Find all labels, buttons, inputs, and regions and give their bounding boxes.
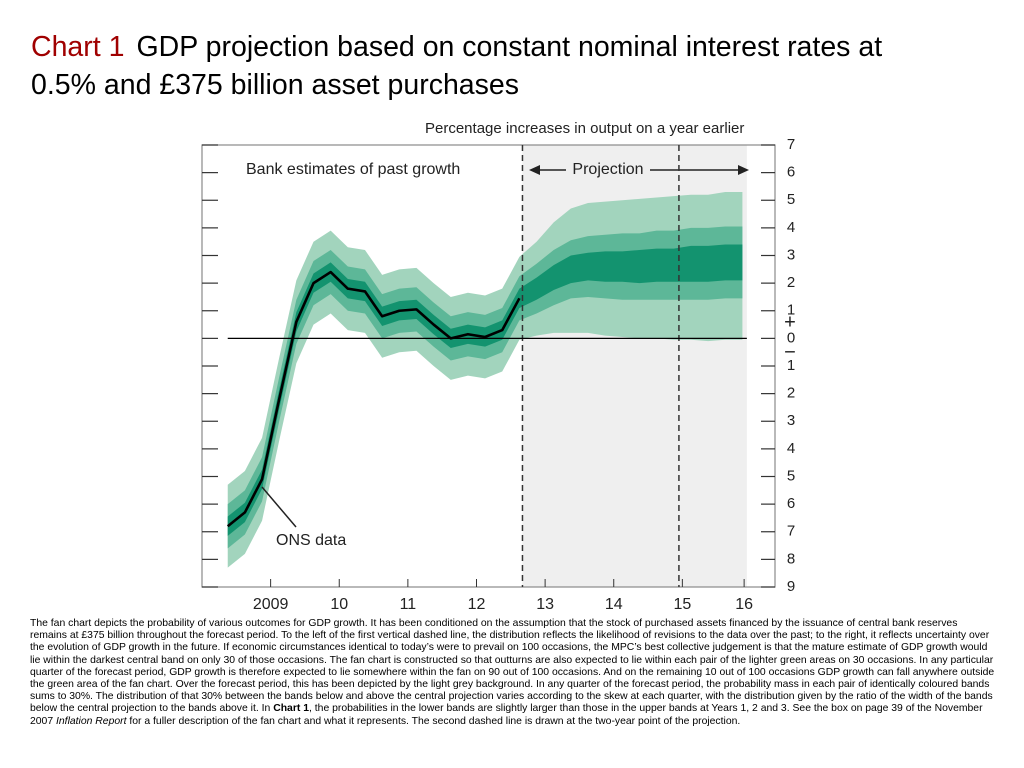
fan-band (227, 244, 743, 536)
y-tick-label: 7 (787, 136, 795, 153)
x-tick-label: 14 (605, 596, 623, 612)
y-tick-label: 6 (787, 495, 795, 512)
y-tick-label: 1 (787, 357, 795, 374)
bands-layer (227, 191, 743, 568)
chart: Percentage increases in output on a year… (201, 120, 796, 612)
caption-text: The fan chart depicts the probability of… (30, 618, 995, 715)
y-tick-label: 9 (787, 578, 795, 595)
past-label: Bank estimates of past growth (246, 161, 460, 178)
y-axis-title: Percentage increases in output on a year… (425, 120, 744, 137)
x-tick-label: 15 (673, 596, 691, 612)
y-tick-label: 4 (787, 440, 795, 457)
title-text: GDP projection based on constant nominal… (31, 31, 883, 101)
x-tick-label: 13 (536, 596, 554, 612)
y-tick-label: 0 (787, 329, 795, 346)
caption: The fan chart depicts the probability of… (30, 618, 995, 728)
y-tick-label: 5 (787, 467, 795, 484)
ons-pointer (261, 486, 297, 528)
projection-label: Projection (572, 161, 643, 178)
minus-sign: − (784, 341, 796, 363)
y-tick-label: 2 (787, 274, 795, 291)
caption-text: , the probabilities in the lower bands a… (30, 703, 983, 727)
y-tick-label: 5 (787, 191, 795, 208)
y-tick-label: 8 (787, 550, 795, 567)
plus-sign: + (784, 311, 796, 333)
fan-band (227, 226, 743, 549)
title: Chart 1 GDP projection based on constant … (31, 28, 891, 104)
ons-label: ONS data (276, 532, 346, 549)
caption-italic: Inflation Report (56, 715, 127, 727)
y-tick-label: 3 (787, 412, 795, 429)
y-tick-label: 1 (787, 302, 795, 319)
x-tick-label: 12 (468, 596, 486, 612)
x-tick-label: 11 (400, 596, 417, 612)
x-tick-label: 10 (330, 596, 348, 612)
x-tick-label: 2009 (253, 596, 289, 612)
caption-bold: Chart 1 (273, 703, 309, 715)
title-prefix: Chart 1 (31, 31, 125, 63)
front-layer: Percentage increases in output on a year… (201, 120, 796, 612)
y-tick-label: 4 (787, 219, 795, 236)
y-tick-label: 3 (787, 246, 795, 263)
y-tick-label: 7 (787, 523, 795, 540)
arrow-left-head (529, 165, 540, 175)
y-tick-label: 2 (787, 385, 795, 402)
arrow-right-head (738, 165, 749, 175)
ons-line (226, 270, 521, 528)
y-tick-label: 6 (787, 164, 795, 181)
caption-text: for a fuller description of the fan char… (126, 715, 741, 727)
x-tick-label: 16 (735, 596, 753, 612)
